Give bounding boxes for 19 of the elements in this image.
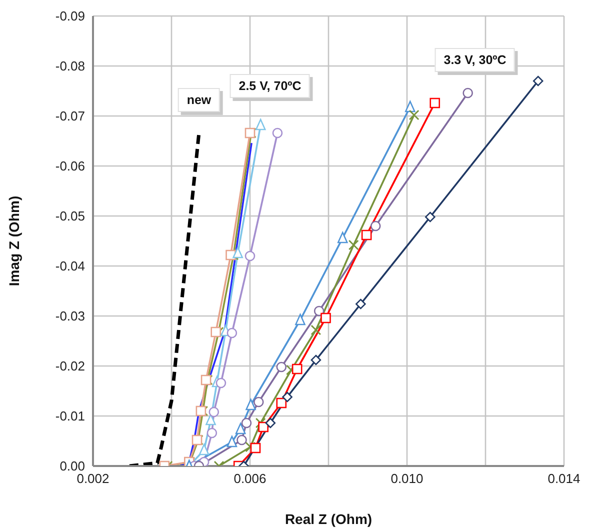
y-tick-label: -0.09: [55, 8, 85, 24]
annotation: new: [178, 88, 220, 112]
x-tick-label: 0.010: [390, 471, 424, 486]
y-tick-label: -0.05: [55, 208, 85, 224]
y-tick-label: -0.07: [55, 108, 85, 124]
y-axis-title: Imag Z (Ohm): [6, 196, 22, 286]
x-tick-label: 0.014: [548, 471, 580, 486]
annotation: 2.5 V, 70ºC: [230, 74, 310, 98]
y-tick-label: -0.04: [55, 258, 85, 274]
annotation: 3.3 V, 30ºC: [434, 48, 516, 72]
y-tick-label: -0.02: [55, 358, 85, 374]
x-axis-title: Real Z (Ohm): [284, 511, 372, 527]
y-tick-label: -0.08: [55, 58, 85, 74]
x-tick-label: 0.002: [76, 471, 110, 486]
x-tick-label: 0.006: [234, 471, 266, 486]
y-tick-label: -0.03: [55, 308, 85, 324]
y-tick-label: -0.06: [55, 158, 85, 174]
y-tick-label: -0.01: [55, 408, 85, 424]
y-tick-label: 0.00: [60, 458, 85, 474]
